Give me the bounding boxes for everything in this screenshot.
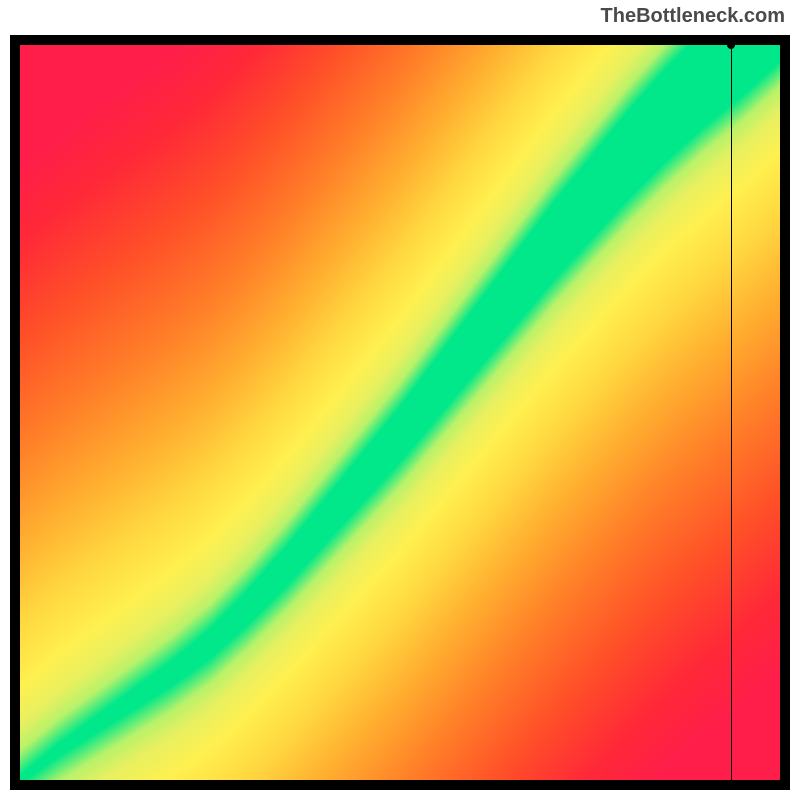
chart-area [20, 45, 780, 780]
heatmap-canvas [20, 45, 780, 780]
chart-frame [10, 35, 790, 790]
marker-dot [727, 41, 735, 49]
watermark-text: TheBottleneck.com [601, 5, 785, 28]
marker-line [731, 45, 732, 780]
